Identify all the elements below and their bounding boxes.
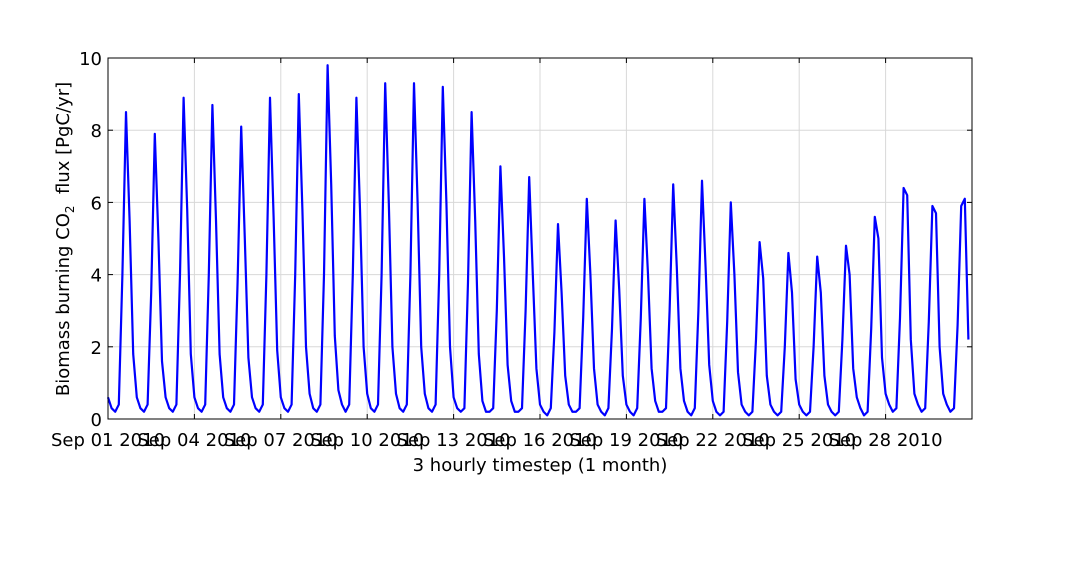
y-axis-ticks: 0 2 4 6 8 10 (79, 49, 972, 431)
x-tick-label: Sep 10 2010 (310, 430, 424, 451)
plot-area-frame (107, 57, 973, 420)
x-tick-label: Sep 13 2010 (397, 430, 511, 451)
x-tick-label: Sep 22 2010 (656, 430, 770, 451)
y-tick-label: 6 (91, 193, 102, 214)
y-tick-label: 8 (91, 121, 102, 142)
y-tick-label: 10 (79, 49, 102, 70)
grid-lines (108, 58, 972, 419)
x-tick-label: Sep 19 2010 (569, 430, 683, 451)
series-line (106, 64, 970, 417)
x-axis-label: 3 hourly timestep (1 month) (413, 455, 668, 476)
y-tick-label: 4 (91, 266, 102, 287)
y-axis-label-units: flux [PgC/yr] (53, 82, 74, 206)
x-tick-label: Sep 04 2010 (137, 430, 251, 451)
x-tick-label: Sep 28 2010 (829, 430, 943, 451)
y-tick-label: 0 (91, 410, 102, 431)
y-axis-label-subscript: 2 (63, 205, 77, 213)
x-tick-label: Sep 25 2010 (742, 430, 856, 451)
y-axis-label: Biomass burning CO2 flux [PgC/yr] (53, 82, 77, 396)
x-tick-label: Sep 07 2010 (224, 430, 338, 451)
y-tick-label: 2 (91, 338, 102, 359)
y-axis-label-main: Biomass burning CO (53, 213, 74, 396)
x-tick-label: Sep 01 2010 (51, 430, 165, 451)
x-tick-label: Sep 16 2010 (483, 430, 597, 451)
